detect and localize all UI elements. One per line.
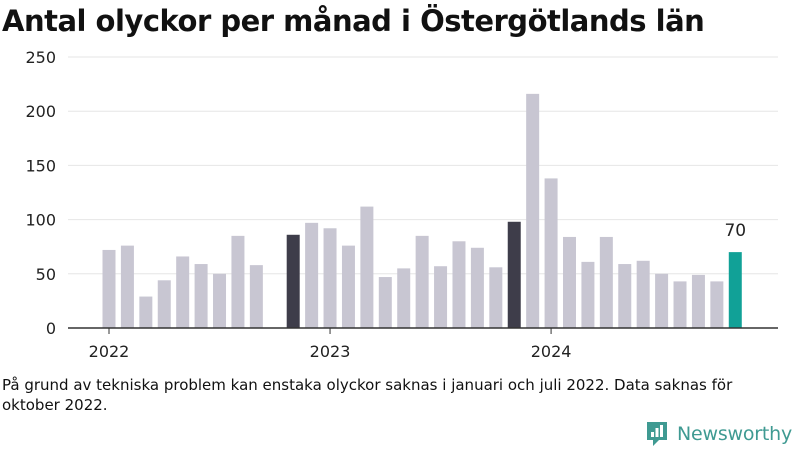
brand-name: Newsworthy	[677, 423, 793, 445]
bar-2023-01	[323, 228, 337, 328]
bar-2024-11	[728, 252, 742, 328]
y-tick-label: 100	[25, 211, 56, 230]
bar-2023-04	[378, 277, 392, 328]
bar-2023-03	[360, 206, 374, 328]
bar-2024-07	[655, 273, 669, 328]
y-tick-label: 200	[25, 102, 56, 121]
bar-2024-02	[563, 236, 576, 328]
bar-2024-01	[544, 178, 558, 328]
x-tick-label: 2022	[89, 342, 130, 361]
chart-title: Antal olyckor per månad i Östergötlands …	[2, 4, 705, 38]
x-tick-label: 2023	[310, 342, 351, 361]
bar-2024-04	[599, 236, 613, 328]
bar-2023-02	[341, 245, 355, 328]
bar-2022-03	[139, 296, 153, 328]
bar-2022-07	[213, 273, 227, 328]
bar-2024-06	[636, 260, 650, 328]
bar-2022-11	[286, 234, 300, 328]
data-label-latest: 70	[724, 221, 746, 241]
bar-2022-05	[176, 256, 190, 328]
bar-2023-10	[489, 267, 503, 328]
y-tick-label: 50	[36, 265, 56, 284]
bar-chart: 0 50 100 150 200 250 2022 2023 2024 70	[25, 48, 778, 361]
bar-2022-08	[231, 235, 245, 328]
bar-2023-09	[470, 247, 484, 328]
bar-2023-11	[507, 221, 521, 328]
bar-2023-05	[397, 268, 411, 328]
bar-2022-09	[249, 265, 263, 328]
footnote: På grund av tekniska problem kan enstaka…	[2, 376, 733, 414]
annotations: 70	[724, 221, 746, 241]
bar-2023-12	[526, 93, 540, 328]
bar-2022-06	[194, 264, 208, 328]
bar-2024-05	[618, 264, 632, 328]
y-tick-label: 150	[25, 156, 56, 175]
bars	[102, 93, 742, 328]
bar-2023-08	[452, 241, 466, 328]
bar-2024-08	[673, 281, 687, 328]
bar-2024-03	[581, 261, 595, 328]
bar-2024-09	[691, 274, 705, 328]
brand-logo: Newsworthy	[645, 420, 792, 448]
x-tick-label: 2024	[531, 342, 572, 361]
y-tick-label: 250	[25, 48, 56, 67]
bar-2023-07	[434, 266, 448, 328]
x-axis-ticks: 2022 2023 2024	[89, 328, 572, 361]
bar-2023-06	[415, 235, 429, 328]
bar-2022-04	[157, 280, 171, 328]
y-tick-label: 0	[46, 319, 56, 338]
y-axis-ticks: 0 50 100 150 200 250	[25, 48, 56, 338]
newsworthy-logo-icon	[647, 422, 667, 446]
bar-2022-12	[305, 222, 319, 328]
bar-2022-01	[102, 249, 116, 328]
bar-2022-02	[120, 245, 134, 328]
bar-2024-10	[710, 281, 724, 328]
